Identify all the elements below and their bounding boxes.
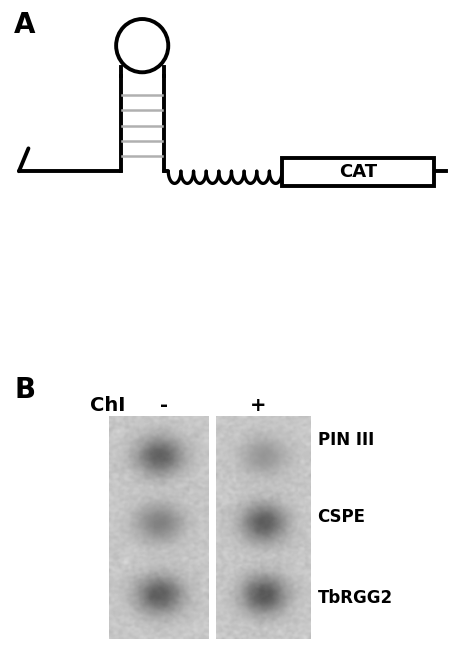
Text: CAT: CAT xyxy=(339,163,377,181)
Text: PIN III: PIN III xyxy=(318,430,374,449)
Text: -: - xyxy=(160,396,167,415)
Bar xyxy=(282,158,434,186)
Text: +: + xyxy=(250,396,266,415)
Text: ChI: ChI xyxy=(90,396,126,415)
Text: A: A xyxy=(14,11,36,39)
Text: B: B xyxy=(14,376,36,404)
Text: TbRGG2: TbRGG2 xyxy=(318,589,392,607)
Ellipse shape xyxy=(116,19,168,72)
Text: CSPE: CSPE xyxy=(318,508,365,527)
